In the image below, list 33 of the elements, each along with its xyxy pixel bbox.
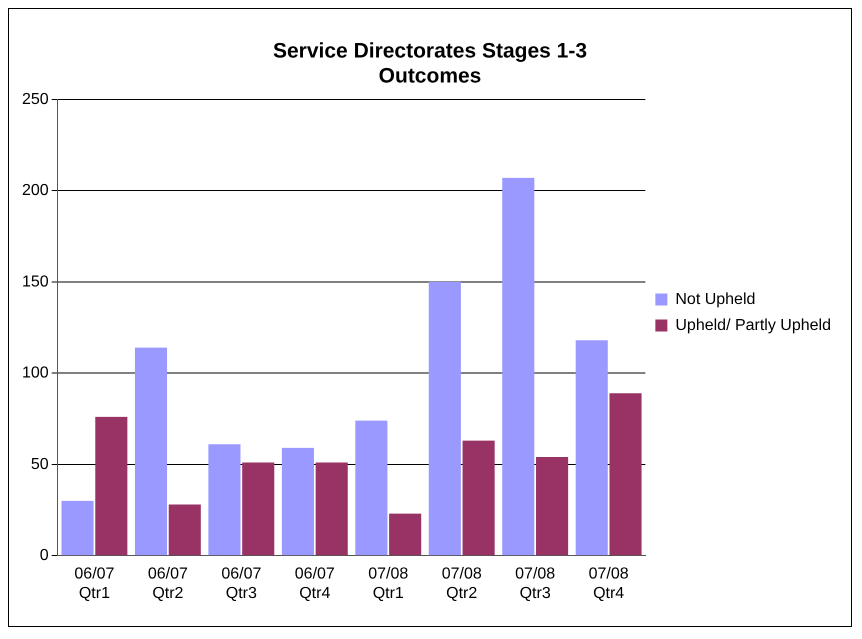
x-tick-label: 06/07 Qtr3: [221, 566, 262, 602]
bar: [389, 514, 422, 556]
y-tick-label: 50: [30, 456, 49, 473]
bar: [502, 178, 534, 556]
bar: [134, 348, 168, 556]
bar: [61, 500, 94, 556]
bar: [208, 444, 240, 556]
x-tick-label: 07/08 Qtr4: [588, 566, 629, 602]
y-tick-label: 0: [40, 547, 49, 564]
bar: [242, 462, 274, 556]
legend-label: Upheld/ Partly Upheld: [675, 316, 831, 334]
bar: [428, 282, 461, 556]
x-tick-label: 07/08 Qtr1: [368, 566, 408, 602]
bar: [168, 504, 201, 556]
x-tick-label: 07/08 Qtr3: [515, 566, 556, 602]
bar: [462, 440, 495, 556]
bar: [355, 420, 388, 556]
bar: [282, 448, 314, 556]
y-tick-label: 100: [22, 364, 49, 382]
x-tick-label: 06/07 Qtr1: [74, 566, 115, 602]
y-tick-label: 150: [22, 273, 49, 290]
y-tick-label: 200: [22, 182, 49, 200]
chart-title: Service Directorates Stages 1-3 Outcomes: [272, 39, 588, 88]
bar: [536, 457, 568, 556]
bar: [316, 462, 348, 556]
legend-label: Not Upheld: [675, 290, 756, 308]
y-tick-label: 250: [22, 90, 49, 108]
bar: [609, 393, 642, 556]
bar: [95, 416, 128, 556]
x-tick-label: 07/08 Qtr2: [442, 566, 482, 602]
x-tick-label: 06/07 Qtr4: [294, 566, 335, 602]
x-tick-label: 06/07 Qtr2: [148, 566, 188, 602]
bar: [576, 340, 608, 556]
